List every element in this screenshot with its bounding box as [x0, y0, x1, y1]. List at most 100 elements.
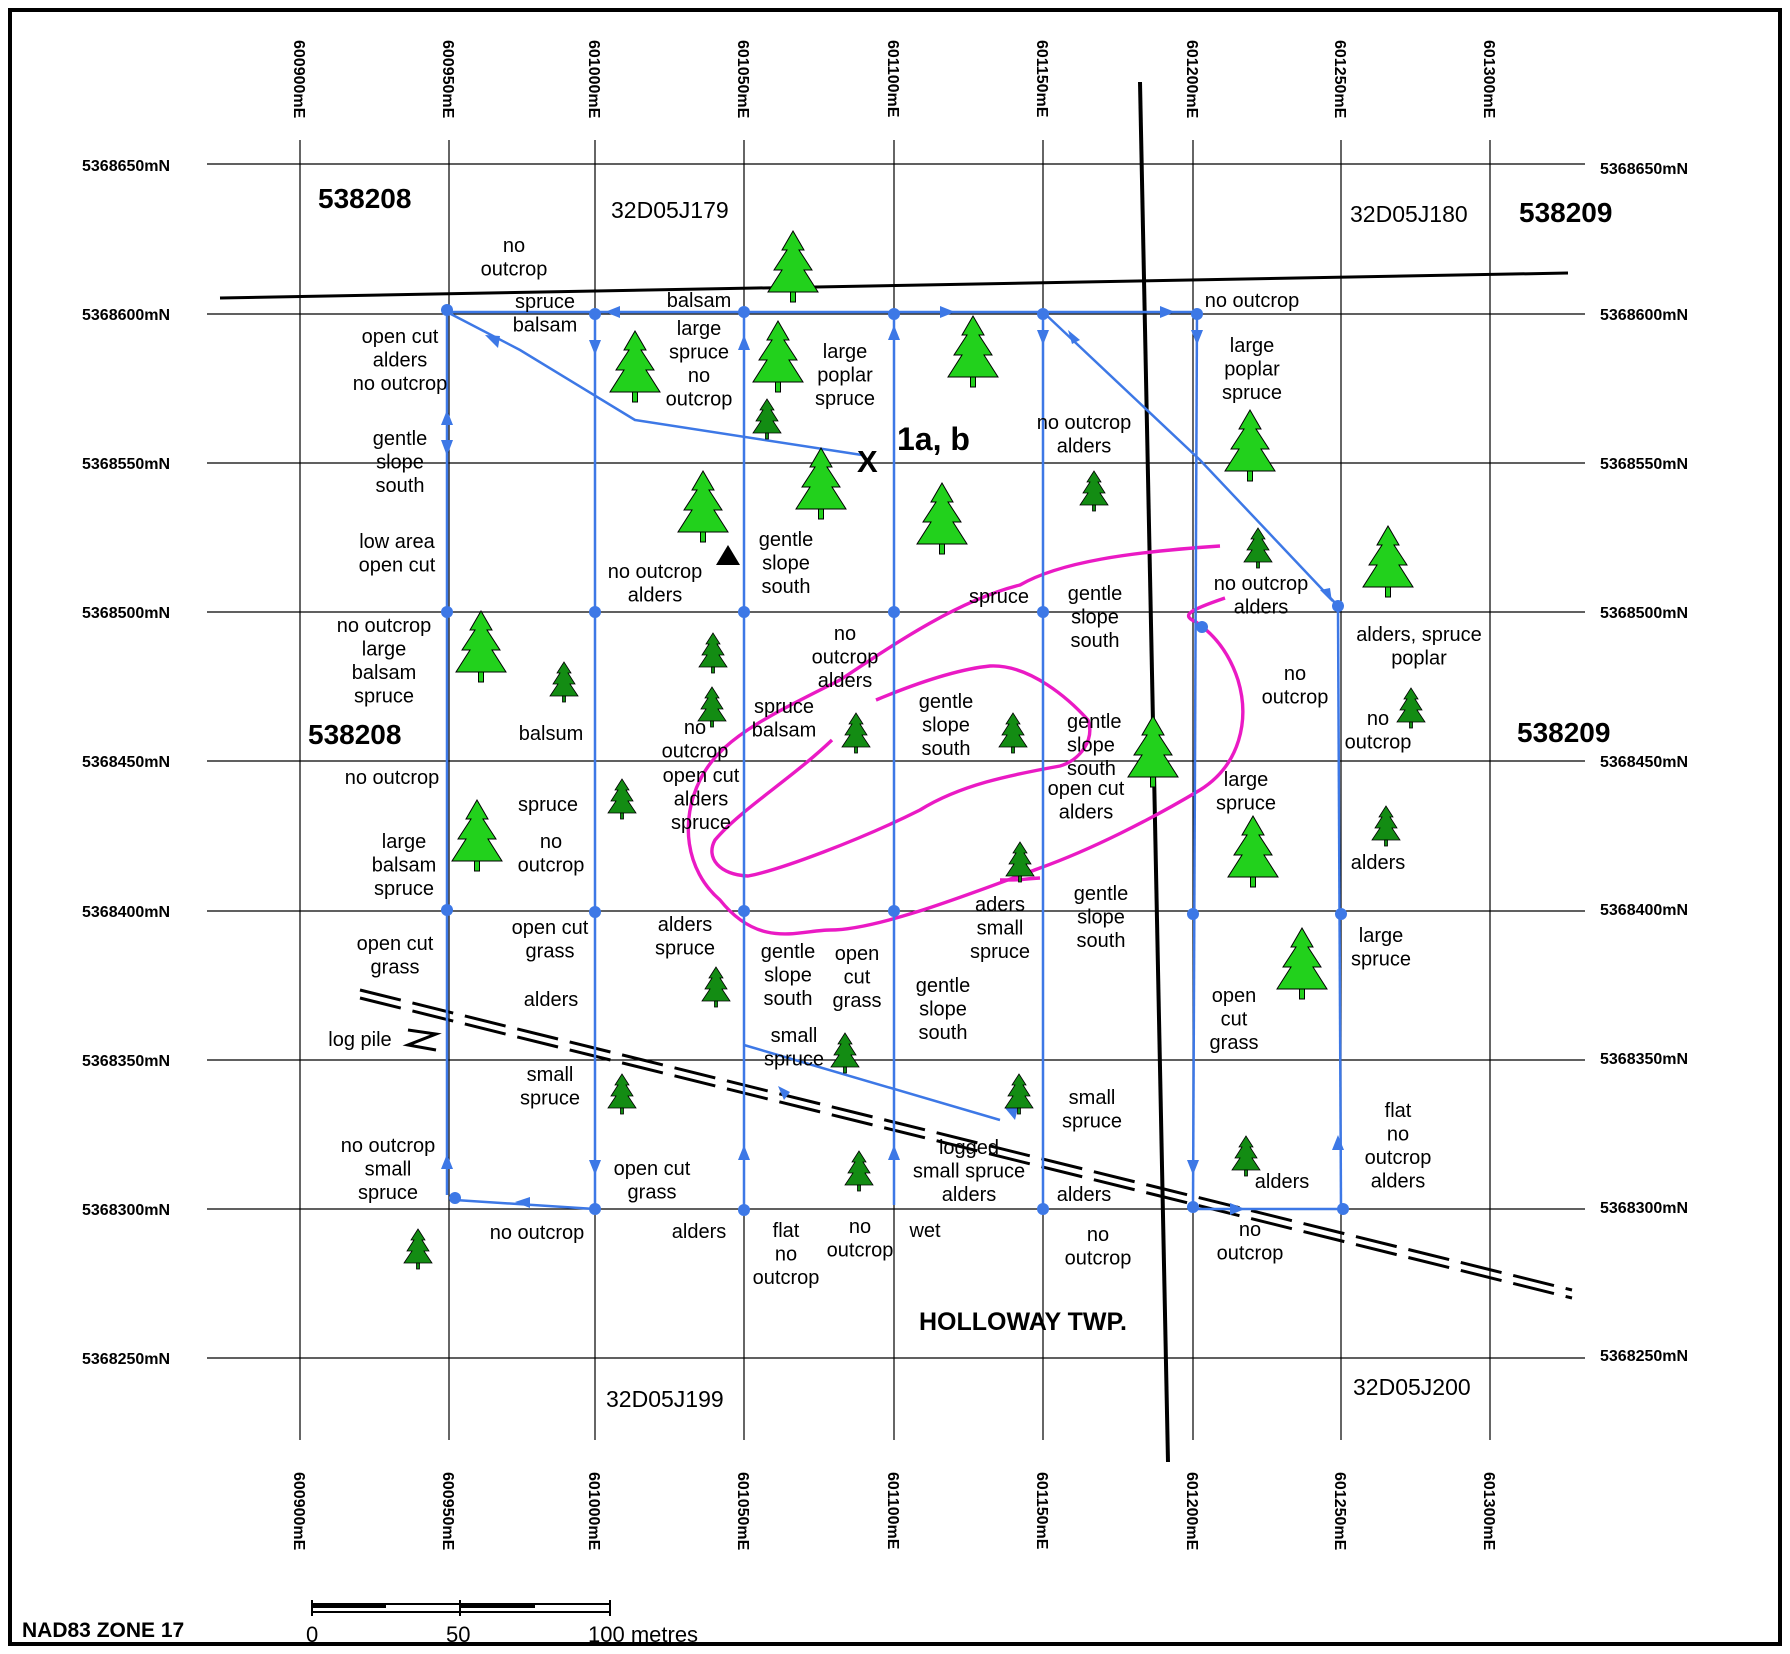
easting-label: 601050mE	[734, 40, 751, 119]
field-note-line: gentle	[761, 941, 816, 963]
tree-icon	[1362, 525, 1414, 598]
field-note-line: gentle	[1074, 883, 1129, 905]
field-note-line: no	[1284, 663, 1306, 685]
field-note-line: no	[1239, 1219, 1261, 1241]
easting-label: 601000mE	[585, 1472, 602, 1551]
field-note-line: large	[823, 341, 867, 363]
small-tree-icon	[607, 778, 637, 820]
field-note-line: large	[1230, 335, 1274, 357]
tree-icon	[455, 610, 507, 683]
field-note-line: spruce	[815, 388, 875, 410]
map-frame	[8, 8, 1782, 1646]
easting-label: 601050mE	[734, 1472, 751, 1551]
easting-label: 601150mE	[1033, 40, 1050, 118]
field-note-line: small	[1069, 1087, 1116, 1109]
small-tree-icon	[844, 1150, 874, 1192]
field-note-line: open cut	[1048, 778, 1125, 800]
field-note-line: wet	[908, 1220, 941, 1242]
field-note-line: low area	[359, 531, 435, 553]
field-note-line: grass	[1210, 1032, 1259, 1054]
small-tree-icon	[1005, 841, 1035, 883]
tree-icon	[1276, 927, 1328, 1000]
easting-labels-bottom: 600900mE 600950mE 601000mE 601050mE 6011…	[290, 1472, 1497, 1551]
claim-number: 538209	[1519, 197, 1612, 228]
easting-label: 600950mE	[439, 1472, 456, 1551]
tree-icon	[795, 447, 847, 520]
easting-label: 601100mE	[884, 1472, 901, 1550]
field-note-line: spruce	[518, 794, 578, 816]
traverse-line	[1191, 311, 1199, 1208]
claim-number: 538209	[1517, 717, 1610, 748]
claim-number: 538208	[308, 719, 401, 750]
northing-labels-right: 5368650mN 5368600mN 5368550mN 5368500mN …	[1600, 161, 1688, 1365]
northing-label: 5368600mN	[82, 307, 170, 324]
field-note-line: slope	[764, 965, 812, 987]
field-note-line: small	[771, 1025, 818, 1047]
township-label: HOLLOWAY TWP.	[919, 1308, 1127, 1336]
field-note-line: south	[376, 475, 425, 497]
field-note-line: outcrop	[1345, 732, 1412, 754]
field-note-line: alders	[1371, 1171, 1425, 1193]
field-note-line: open cut	[614, 1158, 691, 1180]
field-note-line: no outcrop	[353, 373, 448, 395]
small-tree-icon	[549, 661, 579, 703]
road	[359, 988, 1573, 1300]
tree-icon	[767, 230, 819, 303]
small-tree-icon	[1004, 1073, 1034, 1115]
field-note-line: alders	[658, 914, 712, 936]
claim-number: 538208	[318, 183, 411, 214]
small-tree-icon	[998, 712, 1028, 754]
field-note-line: gentle	[916, 975, 971, 997]
field-note-line: south	[764, 988, 813, 1010]
sample-marker: X	[857, 444, 878, 479]
field-note-line: spruce	[1351, 949, 1411, 971]
northing-label: 5368450mN	[82, 754, 170, 771]
field-note-line: open	[1212, 985, 1257, 1007]
small-tree-icon	[1231, 1135, 1261, 1177]
field-note-line: small	[527, 1064, 574, 1086]
northing-label: 5368250mN	[1600, 1348, 1688, 1365]
field-note-line: gentle	[759, 529, 814, 551]
field-note-line: balsum	[519, 723, 583, 745]
tree-icon	[451, 799, 503, 872]
field-note-line: outcrop	[518, 855, 585, 877]
field-note-line: alders	[1234, 597, 1288, 619]
cell-id: 32D05J179	[611, 197, 729, 223]
northing-label: 5368550mN	[1600, 456, 1688, 473]
field-note-line: spruce	[358, 1182, 418, 1204]
field-note-line: slope	[1067, 735, 1115, 757]
easting-label: 601300mE	[1480, 40, 1497, 119]
field-note-line: no	[684, 717, 706, 739]
tree-icon	[1127, 715, 1179, 788]
field-note-line: slope	[1071, 607, 1119, 629]
field-note-line: no outcrop	[341, 1135, 436, 1157]
northing-label: 5368350mN	[82, 1053, 170, 1070]
traverse-arrows	[441, 306, 1344, 1215]
northing-label: 5368650mN	[1600, 161, 1688, 178]
field-note-line: south	[922, 738, 971, 760]
field-note-line: outcrop	[812, 647, 879, 669]
field-note-line: south	[919, 1022, 968, 1044]
small-tree-icon	[1371, 805, 1401, 847]
field-note-line: alders	[373, 350, 427, 372]
field-note-line: alders	[1255, 1171, 1309, 1193]
easting-label: 601250mE	[1331, 40, 1348, 119]
field-note-line: alders, spruce	[1356, 624, 1482, 646]
field-note-line: alders	[1351, 852, 1405, 874]
northing-labels-left: 5368650mN 5368600mN 5368550mN 5368500mN …	[82, 158, 170, 1368]
field-note-line: alders	[818, 670, 872, 692]
easting-label: 601150mE	[1033, 1472, 1050, 1550]
northing-label: 5368650mN	[82, 158, 170, 175]
field-note-line: spruce	[671, 812, 731, 834]
northing-label: 5368550mN	[82, 456, 170, 473]
field-note-line: no	[1087, 1224, 1109, 1246]
field-note-line: no outcrop	[337, 615, 432, 637]
field-note-line: outcrop	[1365, 1147, 1432, 1169]
field-note-line: no outcrop	[1205, 290, 1300, 312]
field-note-line: no outcrop	[608, 561, 703, 583]
northing-label: 5368250mN	[82, 1351, 170, 1368]
field-note-line: alders	[524, 989, 578, 1011]
field-note-line: large	[1359, 925, 1403, 947]
field-note-line: spruce	[515, 291, 575, 313]
